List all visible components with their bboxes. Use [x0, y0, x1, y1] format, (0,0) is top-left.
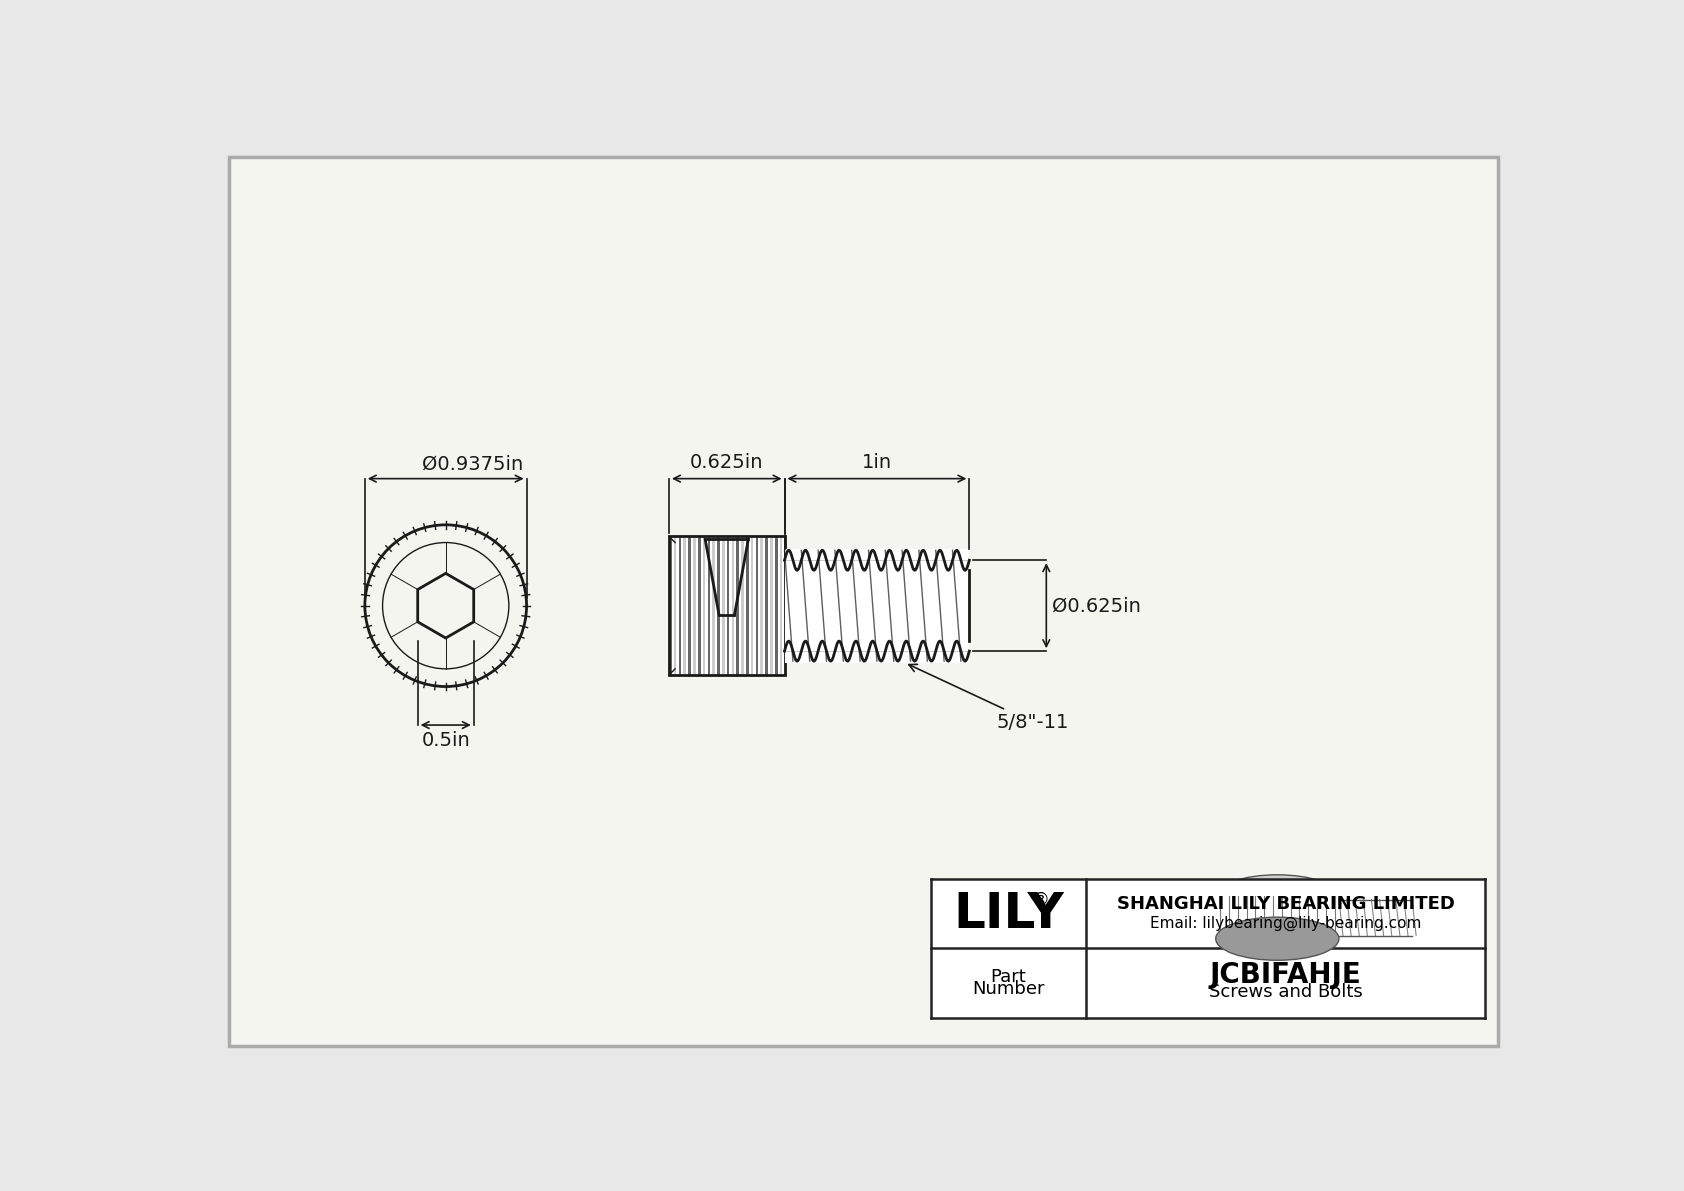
Text: JCBIFAHJE: JCBIFAHJE — [1209, 961, 1361, 990]
Polygon shape — [751, 536, 753, 675]
Text: ®: ® — [1032, 891, 1049, 909]
Ellipse shape — [1216, 875, 1339, 918]
Text: Email: lilybearing@lily-bearing.com: Email: lilybearing@lily-bearing.com — [1150, 916, 1421, 930]
Polygon shape — [761, 536, 763, 675]
Polygon shape — [775, 536, 778, 675]
Polygon shape — [727, 536, 729, 675]
Text: Ø0.9375in: Ø0.9375in — [423, 454, 524, 473]
Polygon shape — [722, 536, 724, 675]
Polygon shape — [694, 536, 695, 675]
Text: 1in: 1in — [862, 454, 893, 473]
Polygon shape — [669, 536, 785, 675]
Text: Screws and Bolts: Screws and Bolts — [1209, 984, 1362, 1002]
Ellipse shape — [1398, 899, 1426, 936]
Polygon shape — [689, 536, 690, 675]
Polygon shape — [702, 536, 706, 675]
Ellipse shape — [1216, 917, 1339, 960]
Polygon shape — [756, 536, 758, 675]
Polygon shape — [669, 536, 672, 675]
Polygon shape — [765, 536, 768, 675]
Polygon shape — [674, 536, 677, 675]
Polygon shape — [785, 549, 970, 662]
Polygon shape — [707, 536, 711, 675]
Polygon shape — [741, 536, 744, 675]
Polygon shape — [770, 536, 773, 675]
Text: Ø0.625in: Ø0.625in — [1052, 597, 1142, 616]
Polygon shape — [717, 536, 719, 675]
Text: LILY: LILY — [953, 890, 1064, 937]
Polygon shape — [1216, 897, 1339, 939]
Polygon shape — [697, 536, 701, 675]
Text: 5/8"-11: 5/8"-11 — [909, 665, 1069, 731]
Text: 0.5in: 0.5in — [421, 731, 470, 750]
Polygon shape — [736, 536, 739, 675]
Text: SHANGHAI LILY BEARING LIMITED: SHANGHAI LILY BEARING LIMITED — [1116, 896, 1455, 913]
Polygon shape — [931, 879, 1485, 1017]
FancyBboxPatch shape — [229, 157, 1497, 1046]
Text: Number: Number — [972, 980, 1044, 998]
Polygon shape — [780, 536, 783, 675]
Text: Part: Part — [990, 968, 1026, 986]
Polygon shape — [1265, 890, 1290, 903]
Polygon shape — [679, 536, 682, 675]
Polygon shape — [712, 536, 716, 675]
Polygon shape — [746, 536, 749, 675]
Polygon shape — [1339, 899, 1413, 936]
Text: 0.625in: 0.625in — [690, 454, 763, 473]
Polygon shape — [684, 536, 685, 675]
Polygon shape — [731, 536, 734, 675]
